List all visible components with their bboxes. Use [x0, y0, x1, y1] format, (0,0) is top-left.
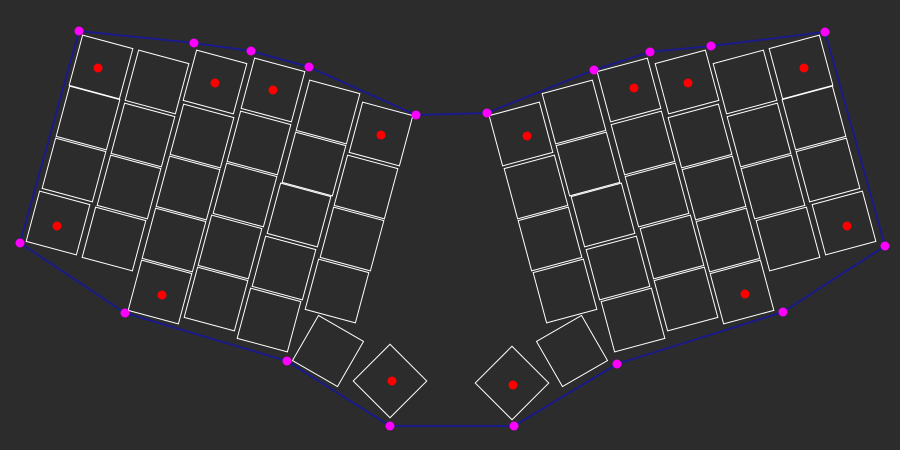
key-right-24	[532, 258, 598, 324]
key-left-11	[281, 131, 347, 197]
key-marker-7	[387, 376, 397, 386]
key-left-18	[319, 206, 385, 272]
key-marker-12	[842, 221, 852, 231]
key-marker-5	[52, 221, 62, 231]
outline-vertex-8	[645, 47, 655, 57]
key-left-8	[110, 102, 176, 168]
outline-vertex-18	[15, 238, 25, 248]
key-left-19	[25, 190, 91, 256]
outline-vertex-12	[778, 307, 788, 317]
thumb-key-left-2	[352, 343, 428, 419]
key-right-11	[555, 131, 621, 197]
key-marker-11	[799, 63, 809, 73]
key-right-8	[726, 102, 792, 168]
outline-vertex-9	[706, 41, 716, 51]
key-right-6	[488, 101, 554, 167]
outline-vertex-2	[189, 38, 199, 48]
key-marker-2	[210, 78, 220, 88]
key-marker-14	[508, 380, 518, 390]
thumb-key-left-1	[291, 314, 365, 388]
key-left-16	[212, 162, 278, 228]
key-left-25	[127, 259, 193, 325]
key-right-23	[585, 235, 651, 301]
key-marker-10	[683, 78, 693, 88]
thumb-key-right-2	[474, 345, 550, 421]
key-right-12	[503, 154, 569, 220]
key-left-12	[333, 154, 399, 220]
key-left-13	[41, 137, 107, 203]
key-right-3	[654, 49, 720, 115]
key-right-22	[639, 214, 705, 280]
key-right-16	[624, 162, 690, 228]
key-right-7	[781, 85, 847, 151]
key-marker-6	[157, 290, 167, 300]
key-left-24	[304, 258, 370, 324]
key-left-6	[348, 101, 414, 167]
key-right-10	[610, 110, 676, 176]
key-right-26	[653, 266, 719, 332]
outline-vertex-3	[246, 46, 256, 56]
outline-vertex-11	[880, 241, 890, 251]
key-right-14	[740, 154, 806, 220]
key-left-7	[55, 85, 121, 151]
key-left-10	[226, 110, 292, 176]
key-right-15	[681, 155, 747, 221]
key-left-17	[266, 182, 332, 248]
key-left-22	[197, 214, 263, 280]
outline-vertex-15	[385, 421, 395, 431]
key-left-14	[96, 154, 162, 220]
key-marker-9	[629, 83, 639, 93]
key-marker-3	[268, 85, 278, 95]
key-right-13	[795, 137, 861, 203]
key-left-4	[240, 57, 306, 123]
key-right-2	[712, 49, 778, 115]
key-left-26	[183, 266, 249, 332]
key-marker-4	[376, 130, 386, 140]
key-marker-8	[522, 131, 532, 141]
outline-vertex-14	[509, 421, 519, 431]
key-right-9	[667, 103, 733, 169]
key-group	[25, 34, 877, 421]
key-left-23	[251, 235, 317, 301]
outline-vertex-16	[282, 356, 292, 366]
outline-vertex-10	[820, 27, 830, 37]
outline-vertices	[15, 26, 890, 431]
key-left-9	[169, 103, 235, 169]
key-right-20	[755, 206, 821, 272]
key-right-5	[541, 79, 607, 145]
key-right-27	[600, 287, 666, 353]
key-marker-1	[93, 63, 103, 73]
key-right-19	[811, 190, 877, 256]
key-right-21	[695, 207, 761, 273]
key-left-3	[182, 49, 248, 115]
outline-vertex-17	[120, 308, 130, 318]
key-right-4	[596, 57, 662, 123]
key-left-20	[81, 206, 147, 272]
key-markers	[52, 63, 852, 390]
key-right-18	[517, 206, 583, 272]
key-right-1	[768, 34, 834, 100]
outline-vertex-5	[411, 110, 421, 120]
key-left-2	[124, 49, 190, 115]
key-right-25	[709, 259, 775, 325]
key-left-5	[295, 79, 361, 145]
key-left-27	[236, 287, 302, 353]
outline-vertex-7	[589, 65, 599, 75]
key-right-17	[570, 182, 636, 248]
key-left-1	[68, 34, 134, 100]
key-left-15	[155, 155, 221, 221]
key-marker-13	[740, 289, 750, 299]
thumb-key-right-1	[535, 314, 609, 388]
outline-vertex-13	[612, 359, 622, 369]
outline-vertex-6	[482, 108, 492, 118]
outline-vertex-4	[304, 62, 314, 72]
outline-vertex-1	[74, 26, 84, 36]
key-left-21	[141, 207, 207, 273]
